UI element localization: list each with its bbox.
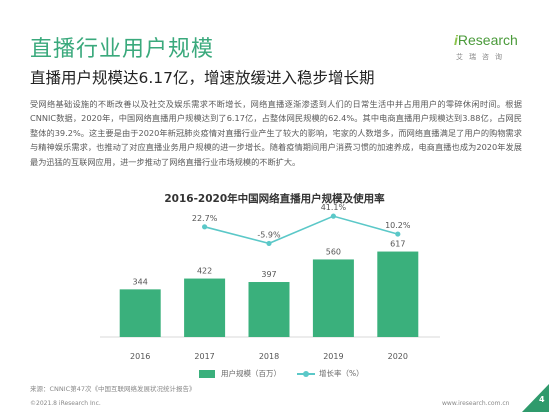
chart-title: 2016-2020年中国网络直播用户规模及使用率 — [164, 193, 385, 205]
growth-point-2019 — [330, 213, 336, 219]
x-tick-2016: 2016 — [130, 352, 150, 361]
x-tick-2018: 2018 — [259, 352, 279, 361]
page-number: 4 — [539, 395, 545, 404]
growth-label-2018: -5.9% — [257, 230, 281, 239]
bar-2020 — [377, 251, 419, 337]
bar-label-2017: 422 — [197, 267, 212, 276]
x-tick-2017: 2017 — [194, 352, 214, 361]
growth-label-2020: 10.2% — [385, 221, 411, 230]
source-note: 来源：CNNIC第47次《中国互联网络发展状况统计报告》 — [30, 385, 196, 393]
legend-item-line: 增长率（%） — [297, 368, 387, 380]
headline: 直播用户规模达6.17亿，增速放缓进入稳步增长期 — [30, 69, 375, 87]
legend-line-label: 增长率（%） — [319, 369, 364, 378]
copyright: ©2021.8 iResearch Inc. — [30, 400, 101, 407]
legend-line-marker — [303, 371, 309, 377]
bar-2016 — [119, 289, 161, 337]
bar-2017 — [184, 278, 226, 337]
page-title: 直播行业用户规模 — [30, 37, 215, 62]
legend-bar-swatch — [199, 370, 215, 378]
bar-label-2016: 344 — [133, 277, 148, 286]
page-corner-triangle — [522, 384, 549, 412]
logo-i: i — [454, 32, 458, 48]
growth-label-2019: 41.1% — [321, 203, 347, 212]
bar-label-2019: 560 — [326, 247, 341, 256]
growth-rate-line — [204, 215, 399, 245]
bar-2018 — [248, 282, 290, 337]
bar-label-2020: 617 — [390, 240, 405, 249]
bar-label-2018: 397 — [261, 270, 276, 279]
x-tick-2020: 2020 — [388, 352, 408, 361]
bar-2019 — [312, 259, 354, 337]
website-link[interactable]: www.iresearch.com.cn — [442, 400, 510, 407]
growth-point-2020 — [395, 231, 401, 237]
legend-bar-label: 用户规模（百万） — [221, 369, 281, 378]
growth-point-2017 — [202, 224, 208, 230]
logo-research: Research — [457, 32, 518, 48]
body-paragraph: 受网络基础设施的不断改善以及社交及娱乐需求不断增长，网络直播逐渐渗透到人们的日常… — [30, 99, 522, 167]
iresearch-logo: iResearch 艾瑞咨询 — [454, 30, 536, 70]
logo-wordmark: iResearch — [454, 32, 518, 48]
growth-label-2017: 22.7% — [192, 214, 218, 223]
growth-point-2018 — [266, 240, 272, 247]
x-tick-2019: 2019 — [323, 352, 343, 361]
legend-item-bar: 用户规模（百万） — [199, 368, 299, 380]
logo-subtitle: 艾瑞咨询 — [456, 53, 508, 61]
